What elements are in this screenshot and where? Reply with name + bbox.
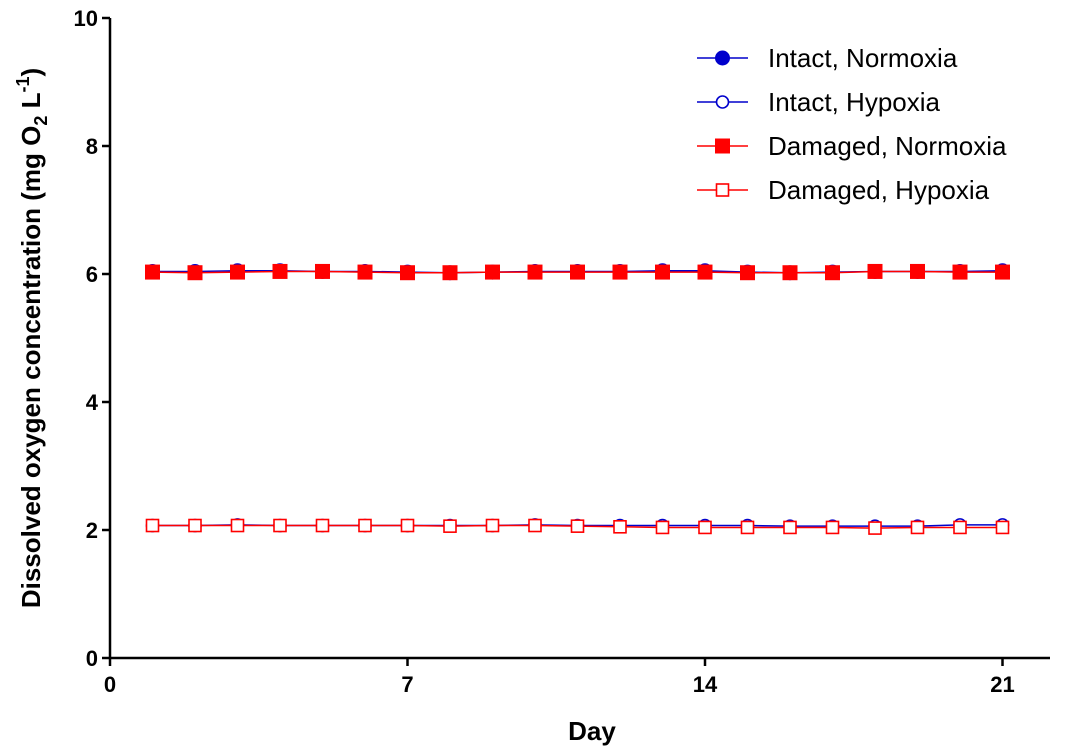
- y-axis-title-part-3: -1: [13, 76, 33, 92]
- series-2-point-7: [442, 265, 458, 281]
- series-2-point-14: [740, 265, 755, 281]
- series-2-point-0: [145, 264, 160, 280]
- series-3-point-0: [145, 518, 160, 533]
- legend-label-3: Damaged, Hypoxia: [768, 175, 990, 205]
- series-3: [145, 518, 1010, 535]
- y-axis-title-part-0: Dissolved oxygen concentration (mg O: [16, 126, 46, 609]
- x-tick-label-2: 14: [693, 672, 718, 697]
- series-2-point-9: [527, 264, 543, 280]
- series-2-point-18: [910, 263, 925, 279]
- legend-entry-3: Damaged, Hypoxia: [697, 175, 990, 205]
- y-axis-title-part-4: ): [16, 68, 46, 77]
- y-tick-label-1: 2: [86, 518, 98, 543]
- ticks: 0 2 4 6 8 10 0 7 14 21: [74, 6, 1015, 697]
- y-axis-title-part-1: 2: [31, 116, 51, 126]
- legend-marker-2: [715, 138, 730, 154]
- legend-marker-1: [715, 95, 730, 109]
- series-2-point-12: [655, 264, 670, 280]
- y-tick-label-5: 10: [74, 6, 98, 31]
- series-2-point-6: [400, 265, 415, 281]
- axes: [108, 18, 1050, 660]
- legend-marker-0: [715, 50, 730, 66]
- series-3-point-19: [953, 520, 967, 535]
- series-2-point-13: [697, 264, 713, 280]
- series-3-point-13: [698, 520, 712, 535]
- series-3-point-18: [910, 520, 925, 535]
- series-3-point-15: [783, 520, 797, 535]
- legend: Intact, Normoxia Intact, Hypoxia Damaged, …: [697, 43, 1007, 205]
- series-3-point-20: [995, 520, 1010, 535]
- y-tick-label-4: 8: [86, 134, 98, 159]
- y-tick-label-2: 4: [86, 390, 99, 415]
- series-3-point-14: [740, 520, 755, 535]
- series-3-point-8: [485, 518, 500, 533]
- series-2-point-3: [272, 263, 288, 279]
- series-2-point-16: [825, 265, 840, 281]
- series-2-point-2: [230, 264, 245, 280]
- series-2-point-20: [995, 264, 1010, 280]
- series-3-point-2: [230, 518, 245, 533]
- series-layer: [145, 263, 1010, 535]
- series-2-point-5: [357, 264, 373, 280]
- series-3-point-5: [358, 518, 372, 533]
- legend-label-1: Intact, Hypoxia: [768, 87, 941, 117]
- series-3-point-1: [188, 518, 202, 533]
- series-3-point-11: [613, 519, 627, 534]
- x-tick-label-0: 0: [104, 672, 116, 697]
- x-tick-label-1: 7: [401, 672, 413, 697]
- legend-entry-2: Damaged, Normoxia: [697, 131, 1007, 161]
- x-tick-label-3: 21: [990, 672, 1014, 697]
- legend-marker-3: [715, 183, 730, 197]
- series-3-point-12: [655, 520, 670, 535]
- legend-entry-0: Intact, Normoxia: [697, 43, 958, 73]
- legend-label-0: Intact, Normoxia: [768, 43, 958, 73]
- series-2-point-8: [485, 264, 500, 280]
- series-3-point-6: [400, 518, 415, 533]
- y-axis-title: Dissolved oxygen concentration (mg O2 L-…: [13, 68, 51, 608]
- series-3-point-10: [570, 519, 585, 533]
- series-3-point-4: [315, 518, 330, 533]
- legend-entry-1: Intact, Hypoxia: [697, 87, 941, 117]
- series-2: [145, 263, 1010, 281]
- series-3-point-16: [825, 520, 840, 535]
- series-2-point-10: [570, 264, 585, 280]
- y-axis-title-part-2: L: [16, 92, 46, 115]
- series-3-point-3: [273, 518, 287, 533]
- legend-label-2: Damaged, Normoxia: [768, 131, 1007, 161]
- series-2-point-17: [867, 263, 883, 279]
- series-3-point-9: [528, 518, 542, 533]
- series-2-point-19: [952, 264, 968, 280]
- series-2-point-4: [315, 263, 330, 279]
- y-tick-label-3: 6: [86, 262, 98, 287]
- y-tick-label-0: 0: [86, 646, 98, 671]
- x-axis-title: Day: [568, 716, 616, 746]
- series-3-point-7: [443, 519, 457, 533]
- series-2-point-15: [782, 265, 798, 281]
- series-2-point-1: [187, 265, 203, 281]
- series-3-point-17: [868, 521, 882, 535]
- series-2-point-11: [612, 264, 628, 280]
